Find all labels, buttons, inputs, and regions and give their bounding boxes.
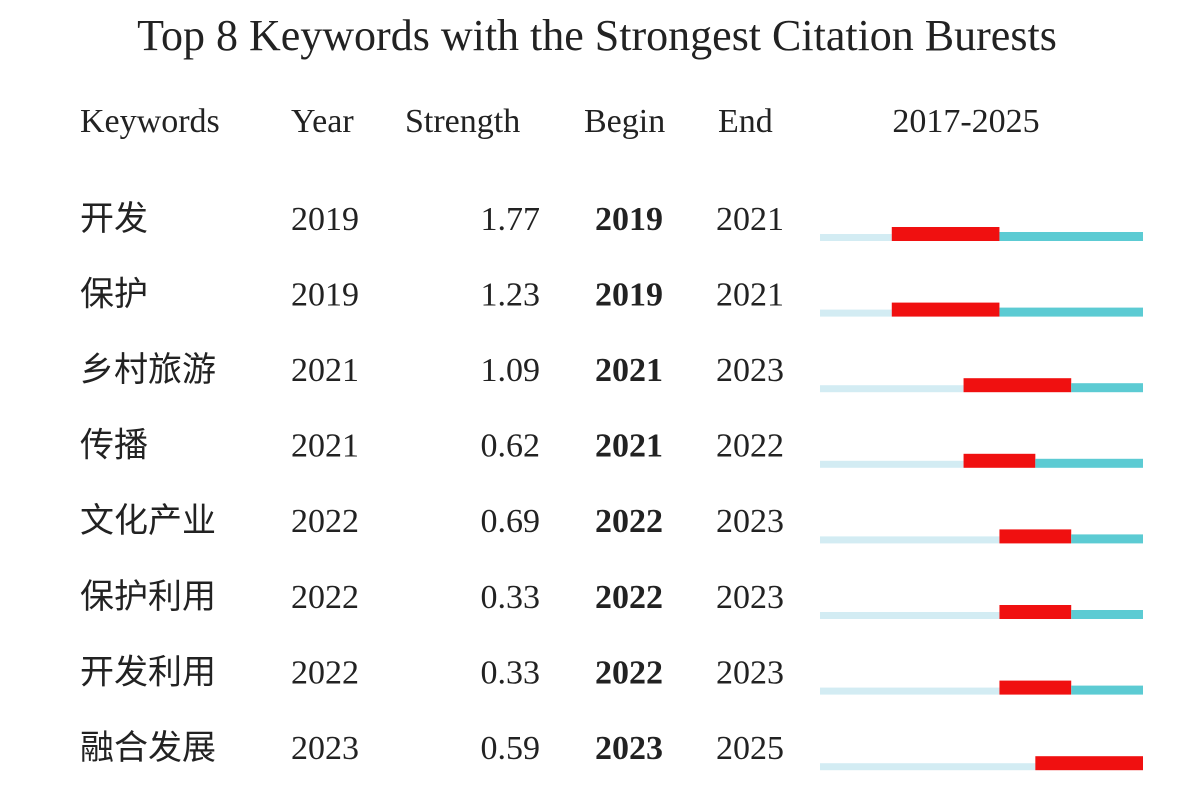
end: 2023 bbox=[716, 654, 784, 691]
begin: 2022 bbox=[595, 654, 663, 691]
pre-burst-bar bbox=[820, 687, 1000, 695]
title: Top 8 Keywords with the Strongest Citati… bbox=[137, 11, 1057, 60]
post-burst-bar bbox=[999, 307, 1143, 317]
strength: 0.59 bbox=[481, 730, 541, 767]
begin: 2019 bbox=[595, 276, 663, 313]
year: 2019 bbox=[291, 276, 359, 313]
begin: 2019 bbox=[595, 201, 663, 238]
keyword: 保护 bbox=[80, 275, 148, 313]
keyword: 融合发展 bbox=[80, 729, 216, 767]
post-burst-bar bbox=[1071, 685, 1143, 695]
strength: 0.33 bbox=[481, 654, 541, 691]
end: 2021 bbox=[716, 201, 784, 238]
end: 2025 bbox=[716, 730, 784, 767]
column-header: End bbox=[718, 103, 773, 140]
keyword: 保护利用 bbox=[80, 578, 216, 616]
burst-bar bbox=[891, 227, 1000, 241]
pre-burst-bar bbox=[820, 763, 1036, 771]
year: 2022 bbox=[291, 503, 359, 540]
year: 2023 bbox=[291, 730, 359, 767]
post-burst-bar bbox=[1035, 458, 1143, 468]
keyword: 开发 bbox=[80, 200, 148, 238]
strength: 0.33 bbox=[481, 579, 541, 616]
strength: 0.69 bbox=[481, 503, 541, 540]
column-header: 2017-2025 bbox=[892, 103, 1039, 140]
column-header: Keywords bbox=[80, 103, 220, 140]
keyword: 开发利用 bbox=[80, 653, 216, 691]
begin: 2022 bbox=[595, 503, 663, 540]
column-header: Begin bbox=[584, 103, 665, 140]
burst-bar bbox=[891, 302, 1000, 317]
keyword: 传播 bbox=[80, 427, 148, 465]
begin: 2021 bbox=[595, 352, 663, 389]
burst-bar bbox=[1035, 756, 1143, 771]
year: 2019 bbox=[291, 201, 359, 238]
burst-bar bbox=[963, 378, 1072, 393]
post-burst-bar bbox=[999, 232, 1143, 241]
pre-burst-bar bbox=[820, 612, 1000, 619]
column-header: Strength bbox=[405, 103, 520, 140]
begin: 2022 bbox=[595, 579, 663, 616]
keyword: 文化产业 bbox=[80, 502, 216, 540]
year: 2021 bbox=[291, 352, 359, 389]
end: 2023 bbox=[716, 352, 784, 389]
keyword: 乡村旅游 bbox=[80, 351, 216, 389]
end: 2023 bbox=[716, 579, 784, 616]
post-burst-bar bbox=[1071, 383, 1143, 393]
strength: 1.09 bbox=[481, 352, 541, 389]
year: 2021 bbox=[291, 428, 359, 465]
pre-burst-bar bbox=[820, 234, 892, 241]
begin: 2021 bbox=[595, 428, 663, 465]
year: 2022 bbox=[291, 654, 359, 691]
begin: 2023 bbox=[595, 730, 663, 767]
end: 2023 bbox=[716, 503, 784, 540]
burst-bar bbox=[963, 453, 1036, 468]
pre-burst-bar bbox=[820, 309, 892, 317]
burst-bar bbox=[999, 605, 1072, 619]
strength: 1.77 bbox=[481, 201, 541, 238]
strength: 0.62 bbox=[481, 428, 541, 465]
burst-bar bbox=[999, 680, 1072, 695]
end: 2021 bbox=[716, 276, 784, 313]
post-burst-bar bbox=[1071, 610, 1143, 619]
pre-burst-bar bbox=[820, 536, 1000, 544]
pre-burst-bar bbox=[820, 460, 964, 468]
year: 2022 bbox=[291, 579, 359, 616]
pre-burst-bar bbox=[820, 385, 964, 393]
strength: 1.23 bbox=[481, 276, 541, 313]
post-burst-bar bbox=[1071, 534, 1143, 544]
end: 2022 bbox=[716, 428, 784, 465]
burst-bar bbox=[999, 529, 1072, 544]
column-header: Year bbox=[291, 103, 354, 140]
